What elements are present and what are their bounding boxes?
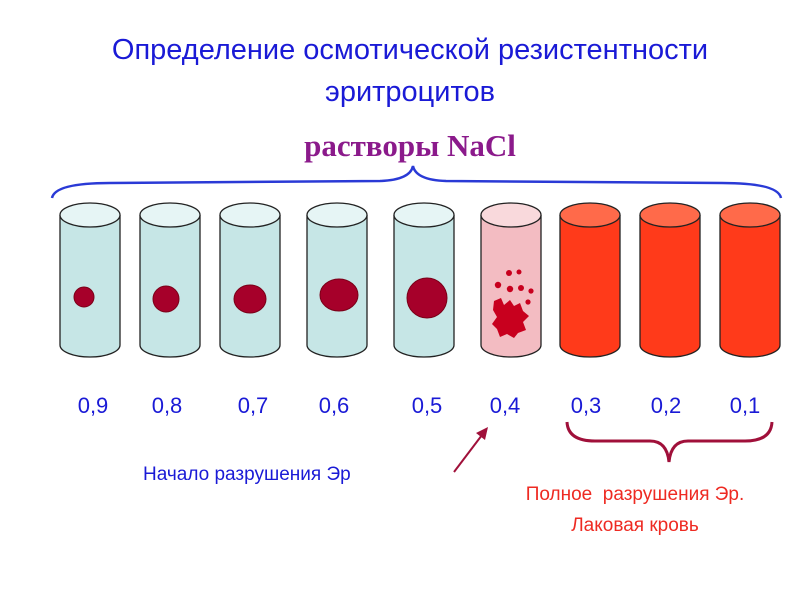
tube-0-9 [59,202,121,358]
tube-0-5 [393,202,455,358]
erythrocyte [73,286,95,308]
arrow-line [453,434,483,473]
top-brace [50,165,783,199]
note-hemolysis-start: Начало разрушения Эр [143,464,351,485]
arrow-head-icon [476,427,488,440]
note-hemolysis-full-line1: Полное разрушения Эр. [525,484,745,505]
erythrocyte [319,278,359,312]
page-title-line1: Определение осмотической резистентности [111,34,709,66]
tube-0-7 [219,202,281,358]
conc-0-9: 0,9 [77,393,109,418]
conc-0-8: 0,8 [151,393,183,418]
tube-0-6 [306,202,368,358]
conc-0-1: 0,1 [729,393,761,418]
note-hemolysis-full-line2: Лаковая кровь [571,515,699,536]
conc-0-7: 0,7 [237,393,269,418]
solutions-label: растворы NaCl [304,128,516,163]
conc-0-3: 0,3 [570,393,602,418]
tube-0-1 [719,202,781,358]
erythrocyte-fragments [492,269,534,338]
tube-0-2 [639,202,701,358]
tube-0-3 [559,202,621,358]
bottom-brace [565,421,774,463]
tube-0-4 [480,202,542,358]
conc-0-5: 0,5 [411,393,443,418]
conc-0-4: 0,4 [489,393,521,418]
erythrocyte [233,284,267,314]
conc-0-2: 0,2 [650,393,682,418]
tube-0-8 [139,202,201,358]
erythrocyte [406,277,448,319]
page-title-line2: эритроцитов [325,76,495,108]
erythrocyte [152,285,180,313]
conc-0-6: 0,6 [318,393,350,418]
